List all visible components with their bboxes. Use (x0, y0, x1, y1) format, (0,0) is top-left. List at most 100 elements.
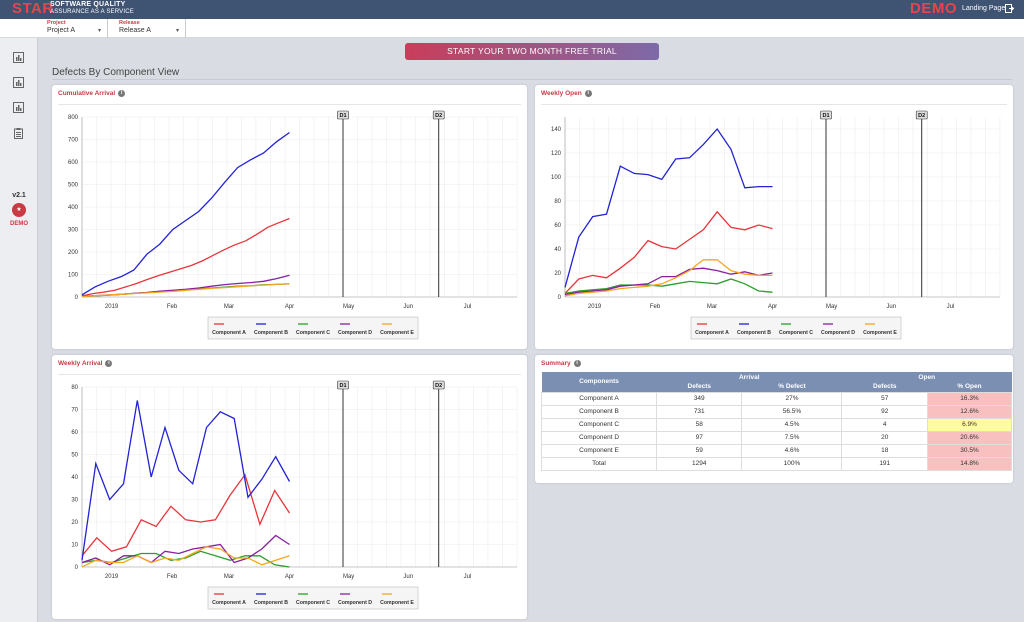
x-tick-label: 2019 (105, 304, 119, 310)
x-tick-label: Jul (464, 574, 472, 580)
cell-open-defects: 4 (841, 417, 928, 432)
milestone-badge[interactable] (337, 110, 349, 120)
chevron-down-icon: ▾ (97, 28, 101, 34)
legend-label[interactable]: Component C (296, 330, 330, 336)
col-components[interactable]: Components (541, 372, 657, 392)
page-title: Defects By Component View (52, 67, 180, 78)
cell-arrival-defects: 59 (655, 443, 743, 458)
y-tick-label: 0 (75, 295, 79, 301)
legend-label[interactable]: Component A (695, 330, 729, 336)
legend-label[interactable]: Component B (737, 330, 771, 336)
series-line-component-d[interactable] (81, 534, 290, 566)
clipboard-icon[interactable] (13, 128, 24, 139)
y-tick-label: 50 (71, 453, 78, 459)
x-tick-label: Apr (285, 304, 294, 310)
logo[interactable]: STAR (12, 0, 54, 17)
legend-label[interactable]: Component C (296, 600, 330, 606)
bar-chart-icon[interactable] (13, 52, 24, 63)
cell-pct-open: 14.8% (927, 456, 1012, 471)
cell-arrival-defects: 731 (655, 404, 743, 419)
cell-arrival-defects: 1294 (655, 456, 743, 471)
series-line-component-c[interactable] (564, 278, 773, 295)
bar-chart-icon[interactable] (13, 102, 24, 113)
landing-page-link[interactable]: Landing Page (962, 5, 1006, 12)
free-trial-button[interactable]: START YOUR TWO MONTH FREE TRIAL (405, 43, 659, 60)
cell-pct-open: 30.5% (927, 443, 1012, 458)
y-tick-label: 200 (68, 250, 79, 256)
y-tick-label: 400 (68, 205, 79, 211)
series-line-component-c[interactable] (81, 550, 290, 568)
legend-label[interactable]: Component D (338, 600, 372, 606)
y-tick-label: 600 (68, 160, 79, 166)
sidebar-demo-label: DEMO (10, 221, 28, 227)
cell-component: Component E (541, 443, 657, 458)
x-tick-label: Jun (403, 304, 413, 310)
series-line-component-e[interactable] (81, 283, 290, 298)
series-line-component-a[interactable] (81, 217, 290, 297)
legend-label[interactable]: Component C (779, 330, 813, 336)
info-icon[interactable]: i (584, 90, 592, 97)
legend-label[interactable]: Component E (380, 330, 414, 336)
legend-label[interactable]: Component E (380, 600, 414, 606)
table-row: Component E 59 4.6% 18 30.5% (541, 443, 1012, 458)
weekly-arrival-chart: 0 10 20 30 40 50 60 70 80 2019 Feb Mar Apr May Jun Jul D… (71, 380, 518, 610)
project-value: Project A (47, 27, 76, 34)
cell-component: Component A (541, 391, 657, 406)
milestone-label: D1 (339, 383, 346, 389)
milestone-badge[interactable] (820, 110, 832, 120)
series-line-component-e[interactable] (564, 259, 773, 297)
cumulative-arrival-panel: Cumulative Arrival i 0 100 200 300 400 500 600 7… (52, 85, 527, 349)
col-open-defects[interactable]: Defects (841, 382, 928, 392)
legend-label[interactable]: Component E (863, 330, 897, 336)
legend-label[interactable]: Component B (254, 600, 288, 606)
y-tick-label: 700 (68, 138, 79, 144)
series-line-component-a[interactable] (564, 210, 773, 294)
milestone-badge[interactable] (432, 380, 445, 390)
release-value: Release A (119, 27, 151, 34)
exit-icon[interactable] (1005, 4, 1015, 13)
info-icon[interactable]: i (573, 360, 581, 367)
panel-title: Cumulative Arrival (58, 90, 116, 98)
col-pct-defect[interactable]: % Defect (741, 382, 842, 392)
milestone-badge[interactable] (432, 110, 445, 120)
cell-open-defects: 18 (841, 443, 928, 458)
legend-label[interactable]: Component A (212, 330, 246, 336)
series-line-component-b[interactable] (81, 131, 290, 296)
legend-label[interactable]: Component B (254, 330, 288, 336)
milestone-badge[interactable] (915, 110, 928, 120)
cell-arrival-defects: 58 (655, 417, 743, 432)
release-select[interactable]: Release Release A ▾ (114, 19, 186, 38)
series-line-component-b[interactable] (564, 127, 773, 288)
project-select[interactable]: Project Project A ▾ (42, 19, 108, 38)
col-pct-open[interactable]: % Open (927, 382, 1012, 392)
sidebar: v2.1 ★ DEMO (0, 38, 38, 622)
x-tick-label: 2019 (105, 574, 119, 580)
weekly-open-panel: Weekly Open i 0 20 40 60 80 100 120 140 2019 Feb Ma… (535, 85, 1013, 349)
x-tick-label: Apr (285, 574, 294, 580)
series-line-component-a[interactable] (81, 473, 291, 557)
bar-chart-icon[interactable] (13, 77, 24, 88)
cell-arrival-defects: 349 (655, 391, 743, 406)
cell-open-defects: 92 (841, 404, 928, 419)
y-tick-label: 10 (71, 543, 78, 549)
cell-pct-defect: 7.5% (741, 430, 843, 445)
y-tick-label: 40 (71, 475, 78, 481)
info-icon[interactable]: i (118, 90, 126, 97)
series-line-component-b[interactable] (81, 400, 291, 561)
col-arrival-defects[interactable]: Defects (656, 382, 742, 392)
cell-component: Total (541, 456, 657, 471)
milestone-badge[interactable] (337, 380, 349, 390)
x-tick-label: May (343, 304, 354, 310)
x-tick-label: May (826, 304, 837, 310)
y-tick-label: 20 (71, 520, 78, 526)
legend-label[interactable]: Component A (212, 600, 246, 606)
legend-label[interactable]: Component D (338, 330, 372, 336)
filter-bar: Project Project A ▾ Release Release A ▾ (0, 19, 1024, 38)
x-tick-label: Mar (707, 304, 717, 310)
y-tick-label: 40 (554, 247, 561, 253)
info-icon[interactable]: i (105, 360, 113, 367)
cell-pct-open: 6.9% (927, 417, 1012, 432)
summary-panel: Summary i Components Arrival Open Defects… (535, 355, 1013, 483)
legend-label[interactable]: Component D (821, 330, 855, 336)
series-line-component-e[interactable] (81, 546, 290, 568)
